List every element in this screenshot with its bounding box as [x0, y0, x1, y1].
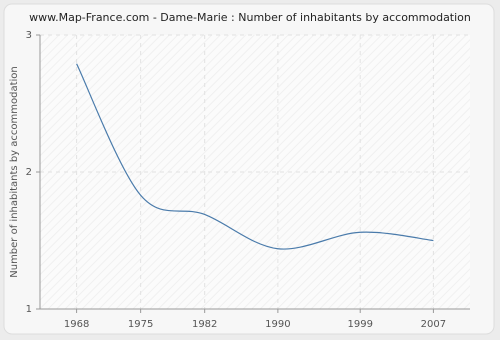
plot: 1 2 3 1968 1975 1982 1990 1999 2007: [26, 30, 470, 330]
y-axis-label: Number of inhabitants by accommodation: [9, 66, 20, 278]
chart-title: www.Map-France.com - Dame-Marie : Number…: [29, 11, 471, 24]
x-tick-label: 1990: [265, 319, 290, 330]
y-tick-label: 1: [26, 304, 32, 315]
line: [76, 63, 434, 250]
x-tick-label: 1999: [347, 319, 372, 330]
y-tick-label: 2: [26, 167, 32, 178]
plot-area: [40, 35, 470, 309]
x-tick-label: 2007: [421, 319, 446, 330]
x-tick-label: 1968: [64, 319, 89, 330]
y-tick-label: 3: [26, 30, 32, 41]
x-tick-label: 1982: [192, 319, 217, 330]
x-tick-label: 1975: [128, 319, 153, 330]
